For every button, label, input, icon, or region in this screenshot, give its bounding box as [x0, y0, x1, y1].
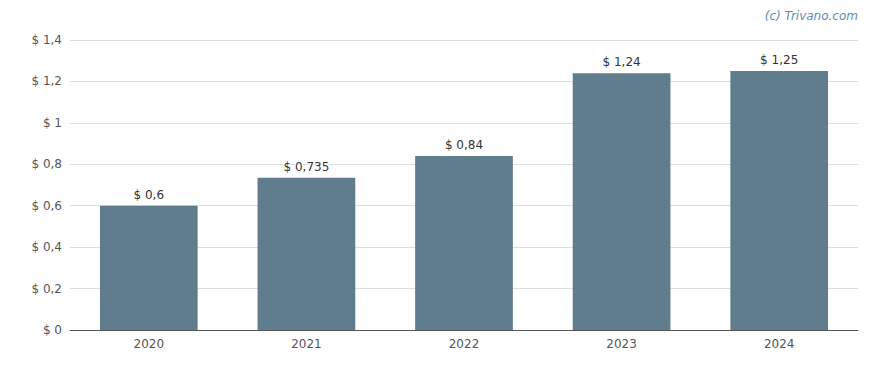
svg-text:2021: 2021	[291, 337, 322, 351]
svg-text:$ 0: $ 0	[43, 323, 62, 337]
svg-text:$ 0,84: $ 0,84	[445, 138, 483, 152]
svg-text:2022: 2022	[449, 337, 480, 351]
svg-text:2024: 2024	[764, 337, 795, 351]
svg-text:$ 0,735: $ 0,735	[283, 160, 329, 174]
svg-text:$ 0,8: $ 0,8	[31, 157, 62, 171]
svg-text:$ 1,4: $ 1,4	[31, 33, 62, 47]
svg-text:$ 1,2: $ 1,2	[31, 74, 62, 88]
svg-text:$ 0,6: $ 0,6	[31, 199, 62, 213]
svg-text:$ 1: $ 1	[43, 116, 62, 130]
svg-text:$ 0,6: $ 0,6	[134, 188, 165, 202]
svg-text:(c) Trivano.com: (c) Trivano.com	[765, 9, 858, 23]
svg-text:2020: 2020	[134, 337, 165, 351]
svg-text:2023: 2023	[606, 337, 637, 351]
svg-text:$ 0,4: $ 0,4	[31, 240, 62, 254]
svg-text:$ 1,25: $ 1,25	[760, 53, 798, 67]
svg-text:$ 1,24: $ 1,24	[603, 55, 641, 69]
svg-text:$ 0,2: $ 0,2	[31, 282, 62, 296]
